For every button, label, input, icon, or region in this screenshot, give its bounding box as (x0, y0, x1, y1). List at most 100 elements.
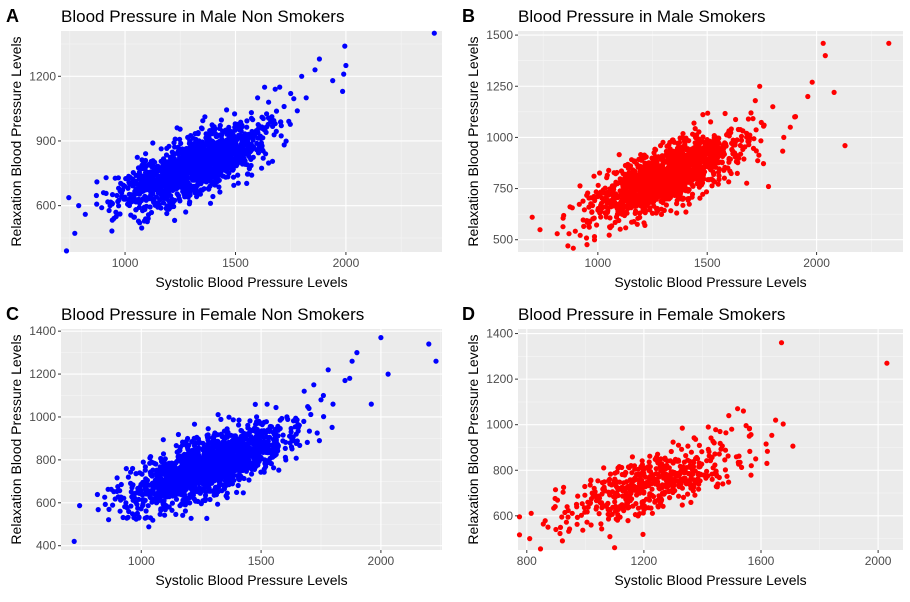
data-point (664, 196, 669, 201)
data-point (674, 210, 679, 215)
data-point (635, 180, 640, 185)
data-point (641, 199, 646, 204)
data-point (582, 207, 587, 212)
data-point (724, 143, 729, 148)
data-point (726, 179, 731, 184)
data-point (726, 157, 731, 162)
data-point (76, 203, 81, 208)
data-point (114, 214, 119, 219)
data-point (581, 224, 586, 229)
data-point (245, 453, 250, 458)
data-point (618, 188, 623, 193)
data-point (610, 186, 615, 191)
data-point (148, 515, 153, 520)
data-point (276, 428, 281, 433)
data-point (200, 447, 205, 452)
data-point (290, 434, 295, 439)
data-point (698, 165, 703, 170)
data-point (206, 485, 211, 490)
data-point (227, 473, 232, 478)
data-point (261, 156, 266, 161)
data-point (245, 172, 250, 177)
data-point (631, 219, 636, 224)
data-point (715, 145, 720, 150)
data-point (162, 513, 167, 518)
data-point (537, 227, 542, 232)
data-point (187, 500, 192, 505)
data-point (185, 186, 190, 191)
data-point (167, 478, 172, 483)
data-point (318, 397, 323, 402)
data-point (321, 414, 326, 419)
data-point (258, 135, 263, 140)
data-point (259, 441, 264, 446)
data-point (137, 220, 142, 225)
data-point (216, 412, 221, 417)
data-point (143, 516, 148, 521)
data-point (241, 490, 246, 495)
data-point (643, 176, 648, 181)
data-point (241, 436, 246, 441)
data-point (721, 167, 726, 172)
data-point (190, 167, 195, 172)
data-point (566, 231, 571, 236)
data-point (647, 205, 652, 210)
data-point (106, 517, 111, 522)
data-point (705, 111, 710, 116)
data-point (201, 475, 206, 480)
data-point (144, 204, 149, 209)
data-point (647, 459, 652, 464)
data-point (110, 192, 115, 197)
data-point (110, 503, 115, 508)
data-point (183, 209, 188, 214)
data-point (240, 158, 245, 163)
data-point (262, 85, 267, 90)
data-point (161, 451, 166, 456)
data-point (247, 166, 252, 171)
data-point (159, 459, 164, 464)
data-point (241, 476, 246, 481)
data-point (262, 467, 267, 472)
data-point (617, 152, 622, 157)
data-point (222, 483, 227, 488)
data-point (245, 146, 250, 151)
data-point (587, 219, 592, 224)
data-point (224, 166, 229, 171)
y-tick-label: 750 (493, 182, 513, 196)
data-point (118, 498, 123, 503)
data-point (124, 516, 129, 521)
data-point (215, 439, 220, 444)
data-point (340, 89, 345, 94)
data-point (224, 446, 229, 451)
data-point (236, 181, 241, 186)
data-point (629, 189, 634, 194)
data-point (618, 176, 623, 181)
data-point (165, 493, 170, 498)
data-point (95, 492, 100, 497)
data-point (529, 511, 534, 516)
data-point (582, 484, 587, 489)
data-point (653, 167, 658, 172)
data-point (653, 147, 658, 152)
data-point (147, 455, 152, 460)
data-point (129, 192, 134, 197)
data-point (203, 490, 208, 495)
data-point (659, 212, 664, 217)
data-point (218, 148, 223, 153)
data-point (700, 192, 705, 197)
data-point (202, 142, 207, 147)
data-point (267, 428, 272, 433)
data-point (122, 195, 127, 200)
data-point (605, 173, 610, 178)
data-point (654, 207, 659, 212)
data-point (270, 159, 275, 164)
data-point (697, 443, 702, 448)
data-point (72, 231, 77, 236)
data-point (186, 495, 191, 500)
data-point (219, 117, 224, 122)
data-point (672, 140, 677, 145)
data-point (168, 467, 173, 472)
data-point (623, 225, 628, 230)
